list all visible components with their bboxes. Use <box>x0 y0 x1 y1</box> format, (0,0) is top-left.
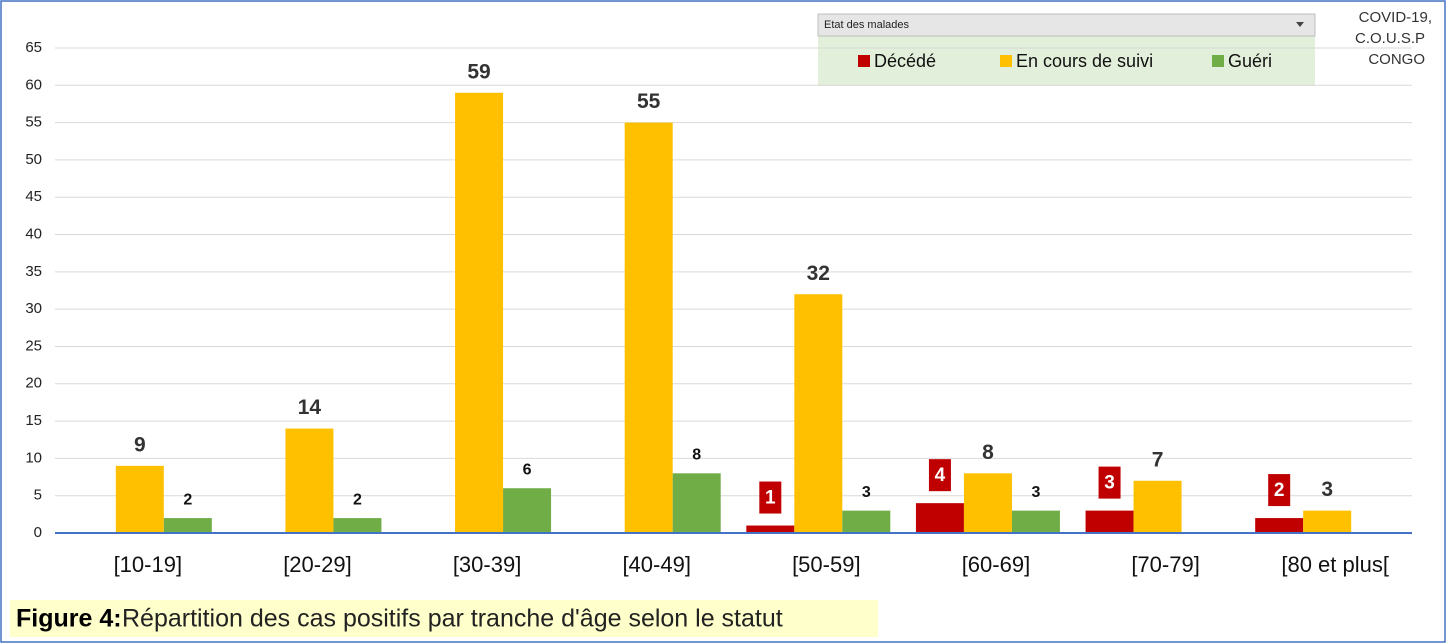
data-label: 32 <box>807 262 830 285</box>
data-label: 2 <box>1274 480 1285 501</box>
caption-bg <box>10 600 878 637</box>
y-tick-label: 35 <box>25 263 42 280</box>
bar <box>746 525 795 533</box>
data-label: 14 <box>298 396 322 419</box>
legend-label: En cours de suivi <box>1016 51 1153 71</box>
y-tick-label: 25 <box>25 337 42 354</box>
legend-label: Décédé <box>874 51 936 71</box>
bar <box>1303 510 1352 533</box>
y-tick-label: 65 <box>25 39 42 56</box>
y-tick-label: 55 <box>25 114 42 131</box>
data-label: 9 <box>134 433 146 456</box>
x-tick-label: [50-59] <box>792 552 861 577</box>
data-label: 2 <box>353 491 362 508</box>
data-label: 3 <box>1031 484 1040 501</box>
bar <box>163 518 212 533</box>
data-label: 4 <box>935 465 946 486</box>
data-label: 3 <box>1321 478 1333 501</box>
annotation: CONGO <box>1368 51 1425 68</box>
annotation: C.O.U.S.P <box>1355 30 1425 47</box>
legend-marker <box>858 55 870 67</box>
y-tick-label: 45 <box>25 188 42 205</box>
bar <box>1255 518 1304 533</box>
data-label: 7 <box>1152 448 1164 471</box>
y-tick-label: 30 <box>25 300 42 317</box>
y-tick-label: 50 <box>25 151 42 168</box>
dropdown-arrow[interactable] <box>1296 22 1304 27</box>
legend-marker <box>1000 55 1012 67</box>
bar <box>285 428 334 533</box>
bar <box>333 518 382 533</box>
x-tick-label: [10-19] <box>114 552 183 577</box>
legend-header <box>817 13 1316 37</box>
legend-marker <box>1212 55 1224 67</box>
data-label: 59 <box>467 60 490 83</box>
data-label: 8 <box>982 441 994 464</box>
figure-label: Figure 4: <box>16 605 122 633</box>
bar <box>624 122 673 533</box>
legend-label: Guéri <box>1228 51 1272 71</box>
bar <box>455 92 504 534</box>
y-tick-label: 10 <box>25 449 42 466</box>
bar <box>842 510 891 533</box>
x-tick-label: [40-49] <box>622 552 691 577</box>
x-tick-label: [20-29] <box>283 552 352 577</box>
data-label: 3 <box>1104 473 1115 494</box>
y-tick-label: 60 <box>25 76 42 93</box>
data-label: 1 <box>765 488 776 509</box>
data-label-bg <box>759 481 782 514</box>
data-label: 8 <box>692 447 701 464</box>
y-tick-label: 5 <box>34 487 42 504</box>
bar <box>503 488 552 533</box>
bar <box>1011 510 1060 533</box>
bar <box>1133 480 1182 533</box>
data-label: 2 <box>183 491 192 508</box>
bar <box>115 465 164 533</box>
bar <box>963 473 1012 533</box>
data-label-bg <box>1098 466 1121 499</box>
bar <box>915 503 964 533</box>
x-tick-label: [80 et plus[ <box>1281 552 1389 577</box>
y-tick-label: 40 <box>25 226 42 243</box>
x-tick-label: [60-69] <box>962 552 1031 577</box>
legend-title: Etat des malades <box>824 19 909 31</box>
x-tick-label: [70-79] <box>1131 552 1200 577</box>
bar <box>1085 510 1134 533</box>
data-label: 6 <box>523 461 532 478</box>
annotation: COVID-19, <box>1359 9 1432 26</box>
bar <box>672 473 721 533</box>
data-label-bg <box>928 459 951 492</box>
y-tick-label: 20 <box>25 375 42 392</box>
y-tick-label: 0 <box>34 524 42 541</box>
data-label: 3 <box>862 484 871 501</box>
y-tick-label: 15 <box>25 412 42 429</box>
data-label-bg <box>1268 474 1291 507</box>
caption: Répartition des cas positifs par tranche… <box>122 605 783 633</box>
data-label: 55 <box>637 90 661 113</box>
bar <box>794 294 843 533</box>
x-tick-label: [30-39] <box>453 552 522 577</box>
